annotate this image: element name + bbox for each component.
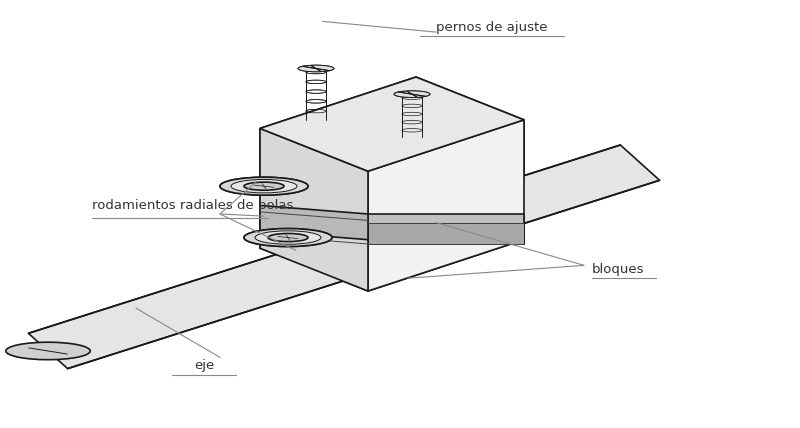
Polygon shape (368, 214, 524, 240)
Polygon shape (368, 223, 524, 244)
Text: eje: eje (194, 360, 214, 372)
Polygon shape (260, 77, 524, 171)
Ellipse shape (244, 229, 332, 247)
Ellipse shape (220, 177, 308, 195)
Ellipse shape (268, 234, 308, 241)
Ellipse shape (298, 65, 334, 72)
Ellipse shape (220, 177, 308, 195)
Ellipse shape (298, 65, 334, 72)
Ellipse shape (244, 182, 284, 190)
Ellipse shape (394, 91, 430, 98)
Ellipse shape (6, 342, 90, 360)
Ellipse shape (394, 91, 430, 98)
Polygon shape (368, 214, 524, 240)
Polygon shape (28, 145, 660, 369)
Ellipse shape (255, 231, 321, 244)
Polygon shape (260, 77, 524, 171)
Ellipse shape (268, 234, 308, 241)
Ellipse shape (255, 231, 321, 244)
Polygon shape (368, 120, 524, 291)
Polygon shape (260, 128, 368, 291)
Ellipse shape (244, 229, 332, 247)
Polygon shape (368, 223, 524, 244)
Ellipse shape (231, 179, 297, 193)
Text: pernos de ajuste: pernos de ajuste (436, 21, 548, 34)
Ellipse shape (244, 182, 284, 190)
Polygon shape (260, 128, 368, 291)
Polygon shape (260, 205, 368, 240)
Text: rodamientos radiales de bolas: rodamientos radiales de bolas (92, 199, 294, 212)
Polygon shape (368, 120, 524, 291)
Ellipse shape (231, 179, 297, 193)
Polygon shape (260, 205, 368, 240)
Text: bloques: bloques (592, 263, 645, 276)
